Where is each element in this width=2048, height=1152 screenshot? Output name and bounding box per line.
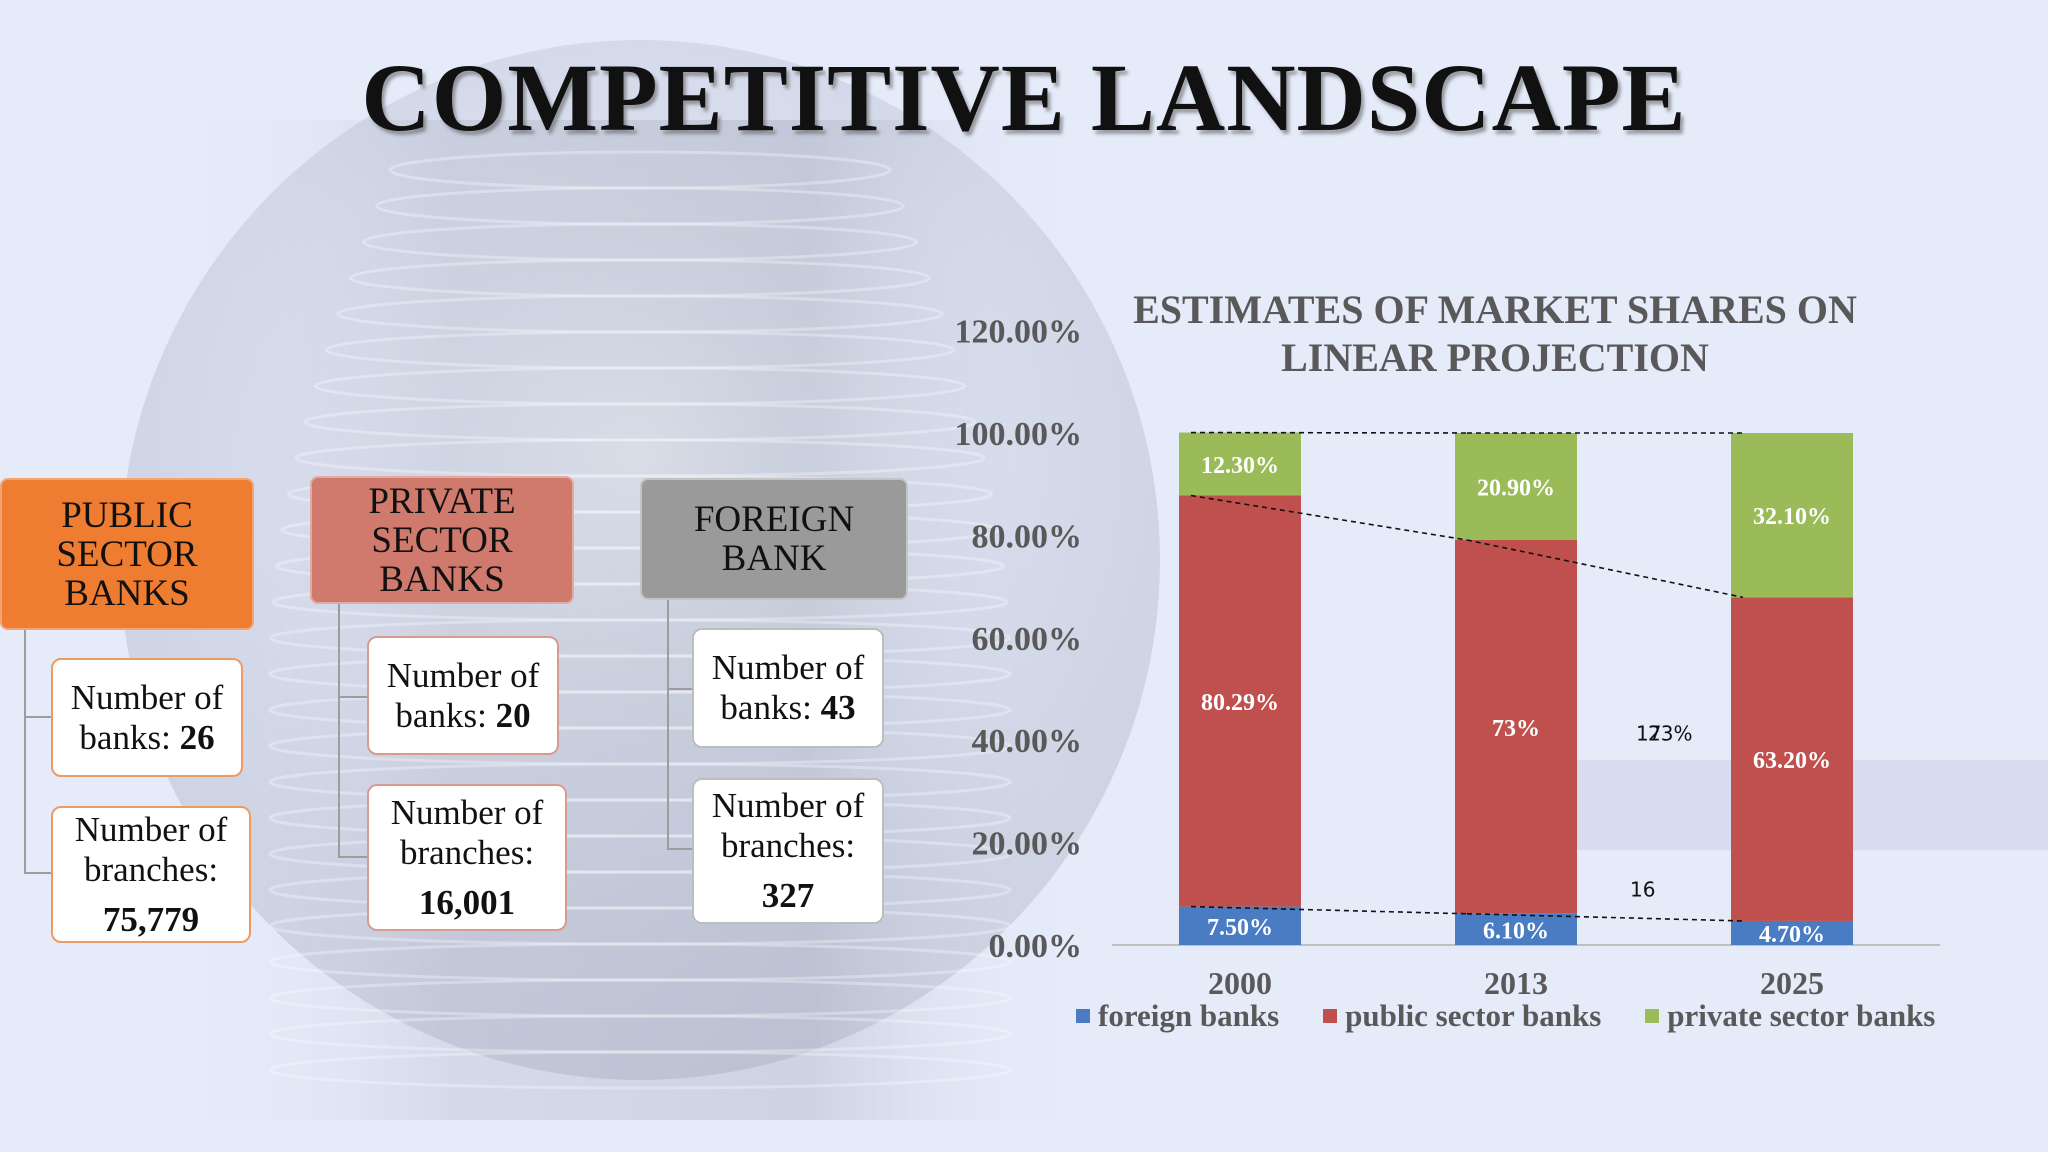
branches-label: Number of branches: [711,786,865,865]
banks-value: 26 [179,717,215,757]
chart-legend: foreign banks public sector banks privat… [1076,998,1935,1034]
private-sector-banks-heading: PRIVATE SECTOR BANKS [310,476,574,604]
banks-label: Number of banks: [711,648,865,727]
public-banks-count-box: Number of banks: 26 [51,658,243,777]
legend-item-public: public sector banks [1323,998,1601,1034]
data-label: 32.10% [1753,504,1831,530]
connector-line [24,628,26,872]
heading-line: BANKS [64,572,190,614]
y-tick-label: 20.00% [972,826,1083,863]
annotation: 23% [1648,722,1692,746]
data-label: 7.50% [1207,915,1273,941]
annotation: 16 [1630,878,1655,902]
x-tick-label: 2025 [1760,965,1824,1001]
legend-label: private sector banks [1667,998,1936,1033]
trend-line [1190,905,1468,915]
public-branches-count-box: Number of branches: 75,779 [51,806,251,943]
heading-line: PRIVATE [368,480,516,522]
chart-title: ESTIMATES OF MARKET SHARES ON LINEAR PRO… [1090,286,1900,382]
data-label: 73% [1492,716,1540,742]
connector-line [24,716,52,718]
branches-label: Number of branches: [74,809,228,889]
heading-line: BANKS [379,558,505,600]
connector-line [338,696,368,698]
trend-line [1466,912,1744,922]
y-tick-label: 100.00% [955,416,1083,453]
trend-line [1466,539,1744,599]
heading-line: SECTOR [371,519,513,561]
bar-segment [1455,913,1577,945]
y-tick-label: 0.00% [989,928,1083,965]
branches-label: Number of branches: [390,792,544,872]
connector-line [24,872,52,874]
foreign-banks-count-box: Number of banks: 43 [692,628,884,748]
connector-line [338,856,368,858]
data-label: 80.29% [1201,690,1279,716]
branches-value: 16,001 [418,882,516,922]
bar-segment [1731,920,1853,945]
bar-segment [1731,433,1853,598]
page-title: COMPETITIVE LANDSCAPE [361,44,1687,151]
foreign-bank-heading: FOREIGN BANK [640,478,908,600]
bar-segment [1455,433,1577,541]
branches-value: 75,779 [102,899,200,939]
connector-line [667,598,669,850]
banks-value: 20 [495,695,531,735]
connector-line [338,602,340,858]
legend-swatch [1076,1009,1090,1023]
legend-label: foreign banks [1098,998,1280,1033]
x-tick-label: 2013 [1484,965,1548,1001]
chart-title-line: LINEAR PROJECTION [1281,335,1709,380]
private-banks-count-box: Number of banks: 20 [367,636,559,755]
heading-line: BANK [721,538,827,579]
private-branches-count-box: Number of branches: 16,001 [367,784,567,931]
data-label: 4.70% [1759,922,1825,948]
banks-label: Number of banks: [70,677,224,757]
y-tick-label: 80.00% [972,518,1083,555]
bar-segment [1179,495,1301,907]
bar-segment [1179,906,1301,945]
data-label: 63.20% [1753,748,1831,774]
legend-label: public sector banks [1345,998,1602,1033]
foreign-branches-count-box: Number of branches: 327 [692,778,884,924]
data-label: 20.90% [1477,476,1555,502]
public-sector-banks-heading: PUBLIC SECTOR BANKS [0,478,254,630]
connector-line [667,848,693,850]
y-tick-label: 120.00% [955,314,1083,351]
annotation: 17 [1636,722,1661,746]
y-tick-label: 60.00% [972,621,1083,658]
data-label: 12.30% [1201,453,1279,479]
legend-swatch [1323,1009,1338,1023]
data-label: 6.10% [1483,918,1549,944]
heading-line: SECTOR [56,533,198,575]
legend-swatch [1645,1009,1660,1023]
bar-segment [1731,597,1853,921]
bar-segment [1455,540,1577,914]
heading-line: PUBLIC [61,494,193,536]
legend-item-private: private sector banks [1645,998,1935,1034]
heading-line: FOREIGN [693,499,855,540]
banks-value: 43 [820,688,856,727]
banks-label: Number of banks: [386,655,540,735]
bar-segment [1179,432,1301,496]
y-tick-label: 40.00% [972,723,1083,760]
chart-title-line: ESTIMATES OF MARKET SHARES ON [1133,287,1857,332]
x-tick-label: 2000 [1208,965,1272,1001]
connector-line [667,688,693,690]
branches-value: 327 [761,876,815,915]
trend-line [1190,494,1468,541]
legend-item-foreign: foreign banks [1076,998,1279,1034]
